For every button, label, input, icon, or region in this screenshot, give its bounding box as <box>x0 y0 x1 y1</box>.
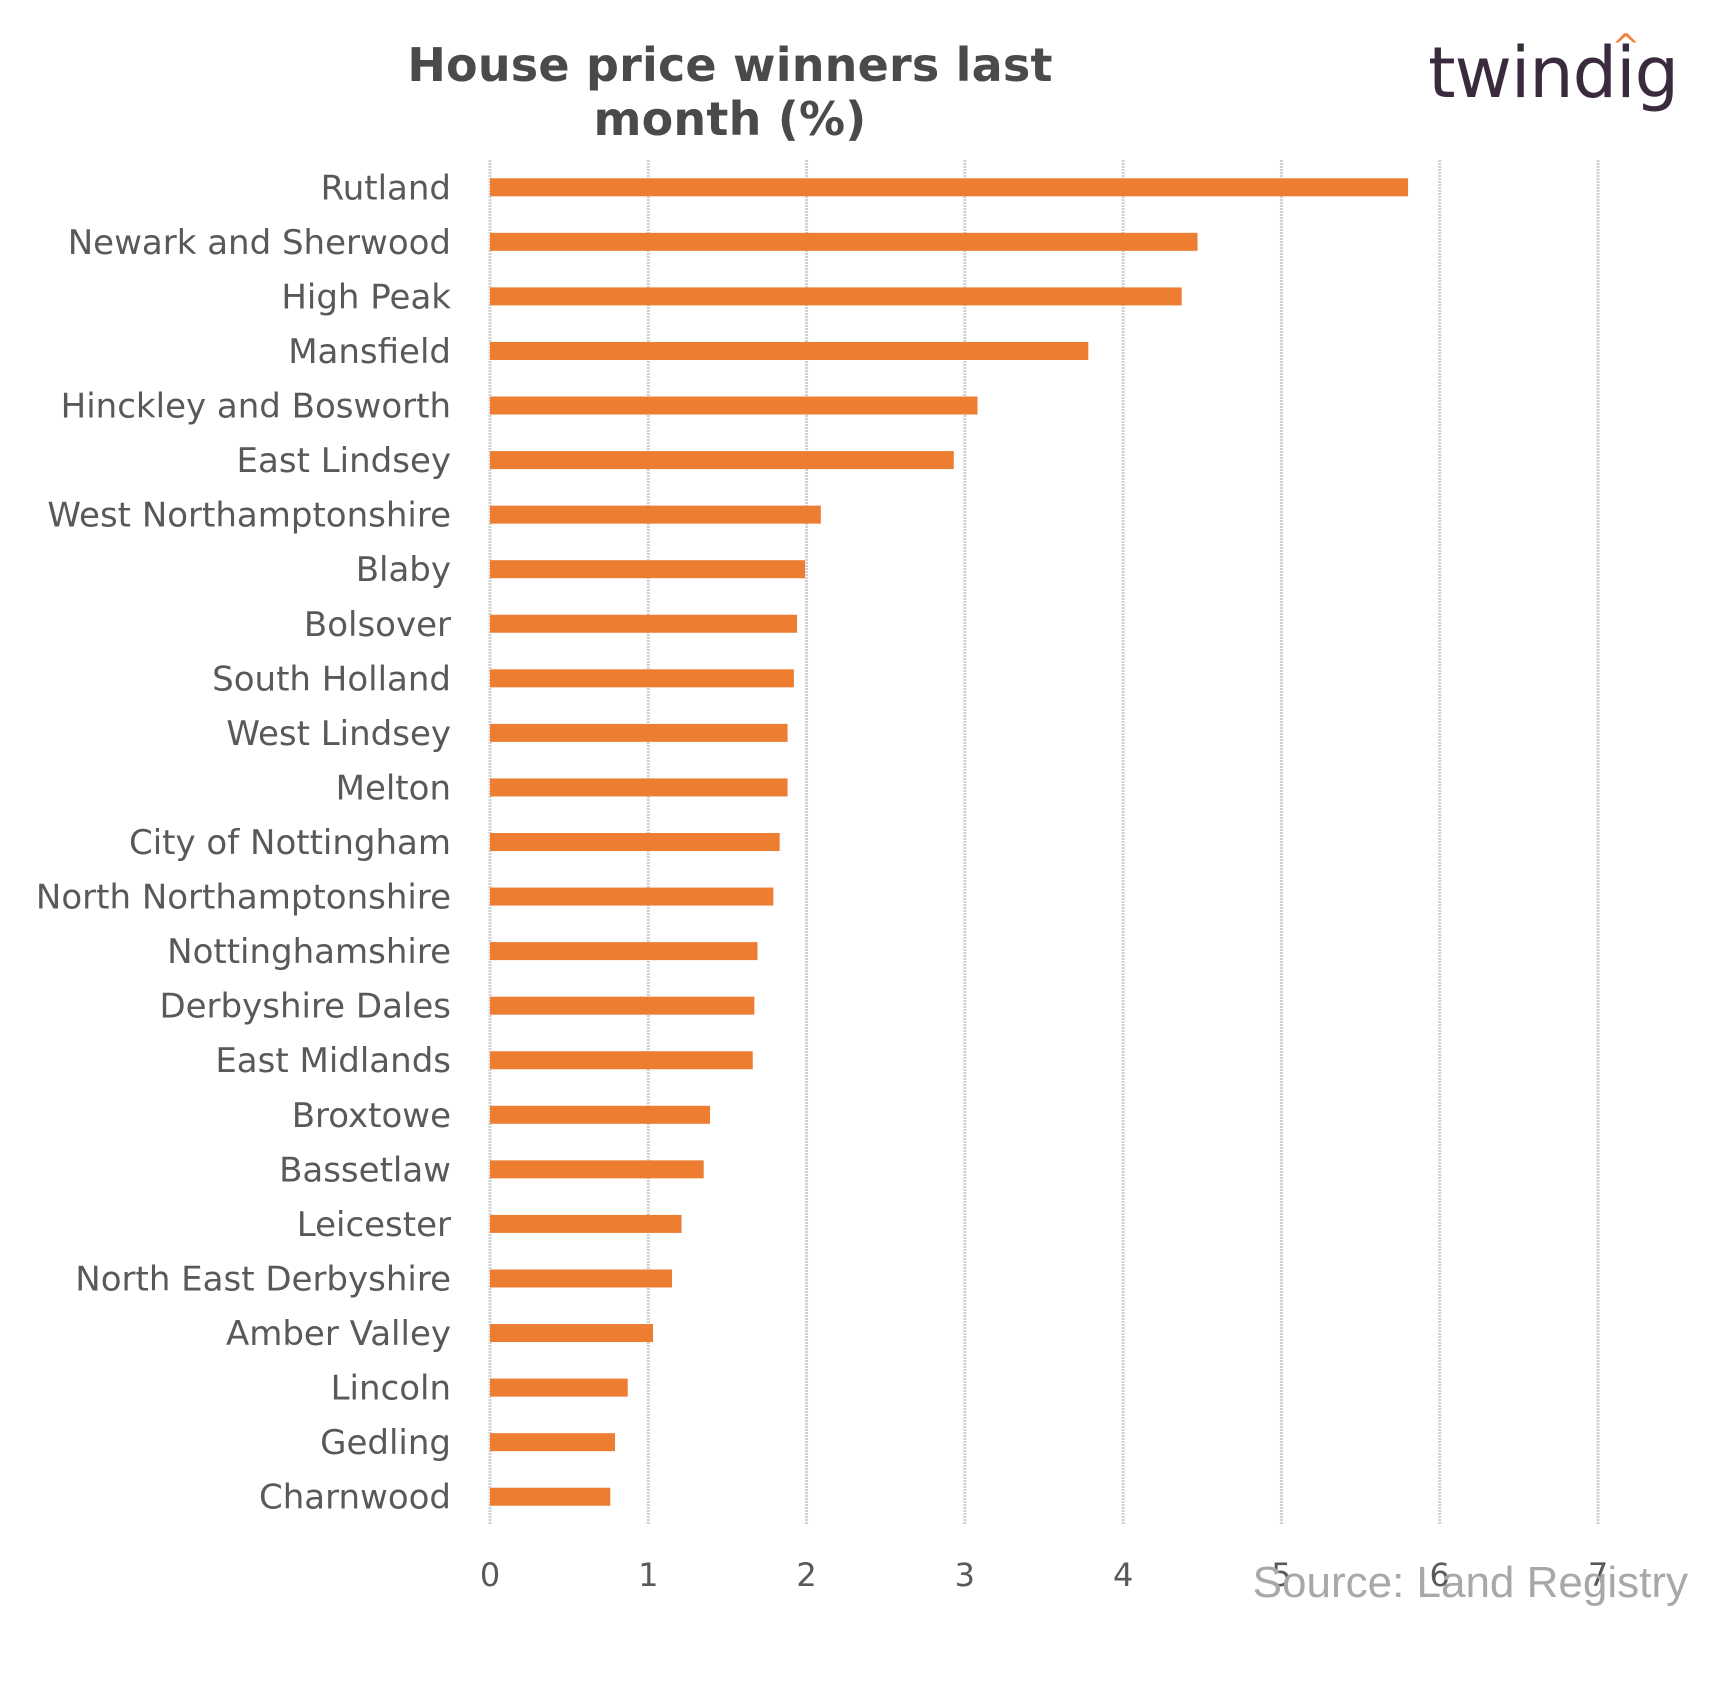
bar <box>490 396 978 415</box>
bar <box>490 232 1198 251</box>
category-label: East Lindsey <box>237 441 451 481</box>
category-label: South Holland <box>212 659 451 699</box>
category-label: West Northamptonshire <box>47 496 451 536</box>
logo-text-start: twind <box>1428 32 1617 114</box>
x-tick-label: 3 <box>955 1556 975 1594</box>
category-label: Hinckley and Bosworth <box>61 387 451 427</box>
bar <box>490 723 788 742</box>
category-label: Rutland <box>321 168 451 208</box>
logo-text-end: g <box>1634 32 1679 114</box>
bar <box>490 341 1089 360</box>
category-label: Melton <box>336 768 451 808</box>
x-tick-label: 0 <box>480 1556 500 1594</box>
bar <box>490 451 954 470</box>
bar <box>490 1324 654 1343</box>
roof-caret-icon: ^ <box>1611 27 1640 67</box>
category-label: North East Derbyshire <box>75 1259 451 1299</box>
bar <box>490 942 758 961</box>
bar <box>490 178 1409 197</box>
bar <box>490 505 821 524</box>
chart-title: House price winners last month (%) <box>407 38 1053 146</box>
category-label: Mansfield <box>288 332 451 372</box>
x-tick-label: 5 <box>1271 1556 1291 1594</box>
category-label: Broxtowe <box>292 1096 451 1136</box>
bar <box>490 669 794 688</box>
category-label: Bassetlaw <box>279 1150 451 1190</box>
logo-accent-letter: i ^ <box>1612 30 1640 114</box>
bar <box>490 1378 628 1397</box>
bar <box>490 1214 682 1233</box>
bar <box>490 1433 616 1452</box>
bar <box>490 1105 711 1124</box>
category-label: City of Nottingham <box>129 823 451 863</box>
bar <box>490 778 788 797</box>
bar <box>490 1051 753 1070</box>
x-tick-label: 6 <box>1430 1556 1450 1594</box>
category-label: Derbyshire Dales <box>159 987 451 1027</box>
category-label: Newark and Sherwood <box>68 223 451 263</box>
twindig-logo: twindi ^ g <box>1428 30 1679 114</box>
source-note: Source: Land Registry <box>1252 1558 1688 1607</box>
category-label: Lincoln <box>331 1369 451 1409</box>
category-label: North Northamptonshire <box>36 878 451 918</box>
bar <box>490 1160 704 1179</box>
bar <box>490 1487 611 1506</box>
category-label: East Midlands <box>215 1041 451 1081</box>
bar <box>490 287 1182 306</box>
category-label: Blaby <box>356 550 451 590</box>
category-label: Gedling <box>320 1423 451 1463</box>
bar <box>490 996 755 1015</box>
category-label: Bolsover <box>304 605 451 645</box>
bar <box>490 887 774 906</box>
category-label: Leicester <box>297 1205 451 1245</box>
x-tick-label: 1 <box>638 1556 658 1594</box>
x-tick-label: 4 <box>1113 1556 1133 1594</box>
category-label: West Lindsey <box>226 714 451 754</box>
logo-accent-text: i <box>1616 32 1635 114</box>
category-label: Amber Valley <box>226 1314 451 1354</box>
category-label: Nottinghamshire <box>167 932 451 972</box>
bar <box>490 833 780 851</box>
x-tick-label: 7 <box>1588 1556 1608 1594</box>
bar <box>490 560 805 579</box>
bar <box>490 614 798 633</box>
category-label: Charnwood <box>259 1478 451 1518</box>
x-tick-label: 2 <box>796 1556 816 1594</box>
category-label: High Peak <box>281 277 451 317</box>
bar <box>490 1269 673 1288</box>
